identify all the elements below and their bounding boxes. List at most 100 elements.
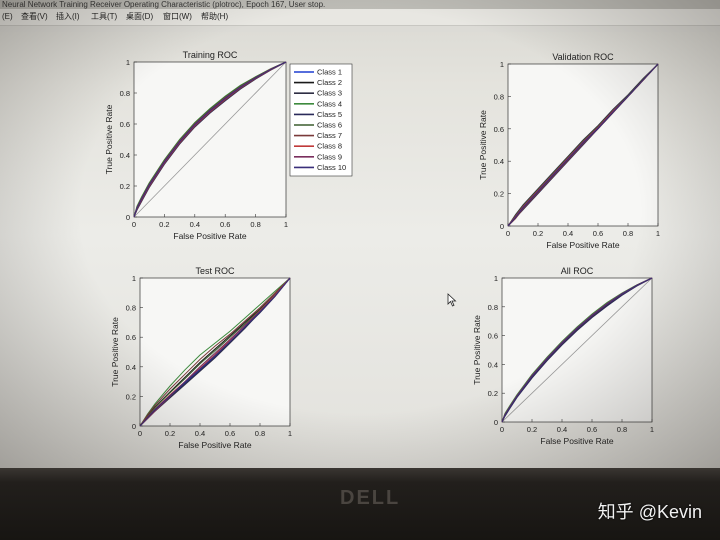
y-tick-label: 0.6 xyxy=(494,125,504,134)
y-tick-label: 0 xyxy=(126,213,130,222)
x-axis-label: False Positive Rate xyxy=(540,436,613,446)
roc-plot-svg: Test ROC 0 0.2 0.4 0.6 0.8 1 0 0.2 0.4 0.6 0.8 1 Fals… xyxy=(110,266,292,450)
x-tick-label: 0.4 xyxy=(195,429,205,438)
toolbar xyxy=(0,26,720,32)
y-axis-label: True Positive Rate xyxy=(104,104,114,174)
chart-title: Test ROC xyxy=(195,266,235,276)
menu-item-view[interactable]: 查看(V) xyxy=(21,12,48,21)
roc-series-line xyxy=(507,63,659,227)
chart-title: All ROC xyxy=(561,266,594,276)
chart-title: Training ROC xyxy=(183,50,238,60)
menu-item-desktop[interactable]: 桌面(D) xyxy=(126,12,154,21)
y-tick-label: 0 xyxy=(500,222,504,231)
x-tick-label: 0.2 xyxy=(165,429,175,438)
legend-entry: Class 2 xyxy=(317,78,342,87)
menu-item-edit[interactable]: (E) xyxy=(2,12,13,21)
x-tick-label: 0.8 xyxy=(617,425,627,434)
roc-series-line xyxy=(507,63,659,227)
x-tick-label: 0.8 xyxy=(623,229,633,238)
y-axis-label: True Positive Rate xyxy=(110,317,120,387)
y-tick-label: 0 xyxy=(132,422,136,431)
y-tick-label: 0.2 xyxy=(494,190,504,199)
x-tick-label: 0.6 xyxy=(220,220,230,229)
x-tick-label: 0.2 xyxy=(533,229,543,238)
legend-entry: Class 6 xyxy=(317,121,342,130)
x-tick-label: 0.4 xyxy=(563,229,573,238)
y-tick-label: 1 xyxy=(132,274,136,283)
diagonal-reference-line xyxy=(501,277,653,423)
y-tick-label: 0.4 xyxy=(126,363,136,372)
legend-entry: Class 10 xyxy=(317,163,346,172)
legend-entry: Class 5 xyxy=(317,110,342,119)
x-tick-label: 1 xyxy=(650,425,654,434)
x-tick-label: 1 xyxy=(288,429,292,438)
legend-entry: Class 1 xyxy=(317,68,342,77)
y-tick-label: 1 xyxy=(494,274,498,283)
menu-bar: (E) 查看(V) 插入(I) 工具(T) 桌面(D) 窗口(W) 帮助(H) xyxy=(0,9,720,26)
y-tick-label: 0.6 xyxy=(488,332,498,341)
x-tick-label: 0.8 xyxy=(255,429,265,438)
y-tick-label: 0.4 xyxy=(494,157,504,166)
x-tick-label: 0 xyxy=(500,425,504,434)
menu-item-insert[interactable]: 插入(I) xyxy=(56,12,80,21)
y-axis-label: True Positive Rate xyxy=(472,315,482,385)
roc-plot-svg: Training ROC 0 0.2 0.4 0.6 0.8 1 0 0.2 0.4 0.6 0.8 1… xyxy=(104,50,353,241)
x-axis-label: False Positive Rate xyxy=(178,440,251,450)
y-tick-label: 0.4 xyxy=(120,151,130,160)
menu-item-help[interactable]: 帮助(H) xyxy=(201,12,229,21)
watermark: 知乎 @Kevin xyxy=(597,502,702,522)
validation-roc-chart: Validation ROC 0 0.2 0.4 0.6 0.8 1 0 0.2 0.4 0.6 0.… xyxy=(474,48,674,250)
mouse-cursor-icon xyxy=(447,293,457,307)
roc-series-line xyxy=(501,277,653,423)
test-roc-chart: Test ROC 0 0.2 0.4 0.6 0.8 1 0 0.2 0.4 0.6 0.8 1 Fals… xyxy=(104,262,304,452)
legend-entry: Class 4 xyxy=(317,99,342,108)
diagonal-reference-line xyxy=(133,61,287,218)
y-tick-label: 0.8 xyxy=(120,89,130,98)
roc-plot-svg: Validation ROC 0 0.2 0.4 0.6 0.8 1 0 0.2 0.4 0.6 0.… xyxy=(478,52,660,250)
x-tick-label: 1 xyxy=(284,220,288,229)
y-tick-label: 0.8 xyxy=(126,304,136,313)
x-tick-label: 0.4 xyxy=(557,425,567,434)
x-tick-label: 0.6 xyxy=(593,229,603,238)
legend-entry: Class 8 xyxy=(317,142,342,151)
chart-title: Validation ROC xyxy=(552,52,614,62)
monitor-brand-logo: DELL xyxy=(340,487,401,509)
y-tick-label: 0.8 xyxy=(488,303,498,312)
x-axis-label: False Positive Rate xyxy=(546,240,619,250)
y-tick-label: 0.2 xyxy=(126,392,136,401)
roc-series-line xyxy=(501,277,653,423)
roc-series-line xyxy=(133,61,287,218)
all-roc-chart: All ROC 0 0.2 0.4 0.6 0.8 1 0 0.2 0.4 0.6 0.8 1 False… xyxy=(468,262,668,447)
training-roc-chart: Training ROC 0 0.2 0.4 0.6 0.8 1 0 0.2 0.4 0.6 0.8 1… xyxy=(98,44,368,241)
monitor-screen: Neural Network Training Receiver Operati… xyxy=(0,0,720,470)
roc-series-line xyxy=(139,277,291,427)
roc-series-line xyxy=(139,277,291,427)
y-tick-label: 0.4 xyxy=(488,360,498,369)
x-tick-label: 0.2 xyxy=(159,220,169,229)
y-tick-label: 0.6 xyxy=(126,333,136,342)
y-tick-label: 0.8 xyxy=(494,92,504,101)
y-axis-label: True Positive Rate xyxy=(478,110,488,180)
x-tick-label: 0.6 xyxy=(225,429,235,438)
roc-plot-svg: All ROC 0 0.2 0.4 0.6 0.8 1 0 0.2 0.4 0.6 0.8 1 False… xyxy=(472,266,654,446)
menu-item-tools[interactable]: 工具(T) xyxy=(91,12,118,21)
x-tick-label: 0.8 xyxy=(250,220,260,229)
y-tick-label: 1 xyxy=(126,58,130,67)
window-title: Neural Network Training Receiver Operati… xyxy=(0,0,720,9)
x-tick-label: 1 xyxy=(656,229,660,238)
legend-entry: Class 9 xyxy=(317,152,342,161)
legend-entry: Class 7 xyxy=(317,131,342,140)
x-axis-label: False Positive Rate xyxy=(173,231,246,241)
menu-item-window[interactable]: 窗口(W) xyxy=(163,12,192,21)
x-tick-label: 0 xyxy=(506,229,510,238)
y-tick-label: 0.2 xyxy=(120,182,130,191)
x-tick-label: 0.2 xyxy=(527,425,537,434)
x-tick-label: 0.6 xyxy=(587,425,597,434)
y-tick-label: 0 xyxy=(494,418,498,427)
roc-series-line xyxy=(139,277,291,427)
x-tick-label: 0.4 xyxy=(190,220,200,229)
legend-entry: Class 3 xyxy=(317,89,342,98)
x-tick-label: 0 xyxy=(132,220,136,229)
y-tick-label: 1 xyxy=(500,60,504,69)
y-tick-label: 0.6 xyxy=(120,120,130,129)
